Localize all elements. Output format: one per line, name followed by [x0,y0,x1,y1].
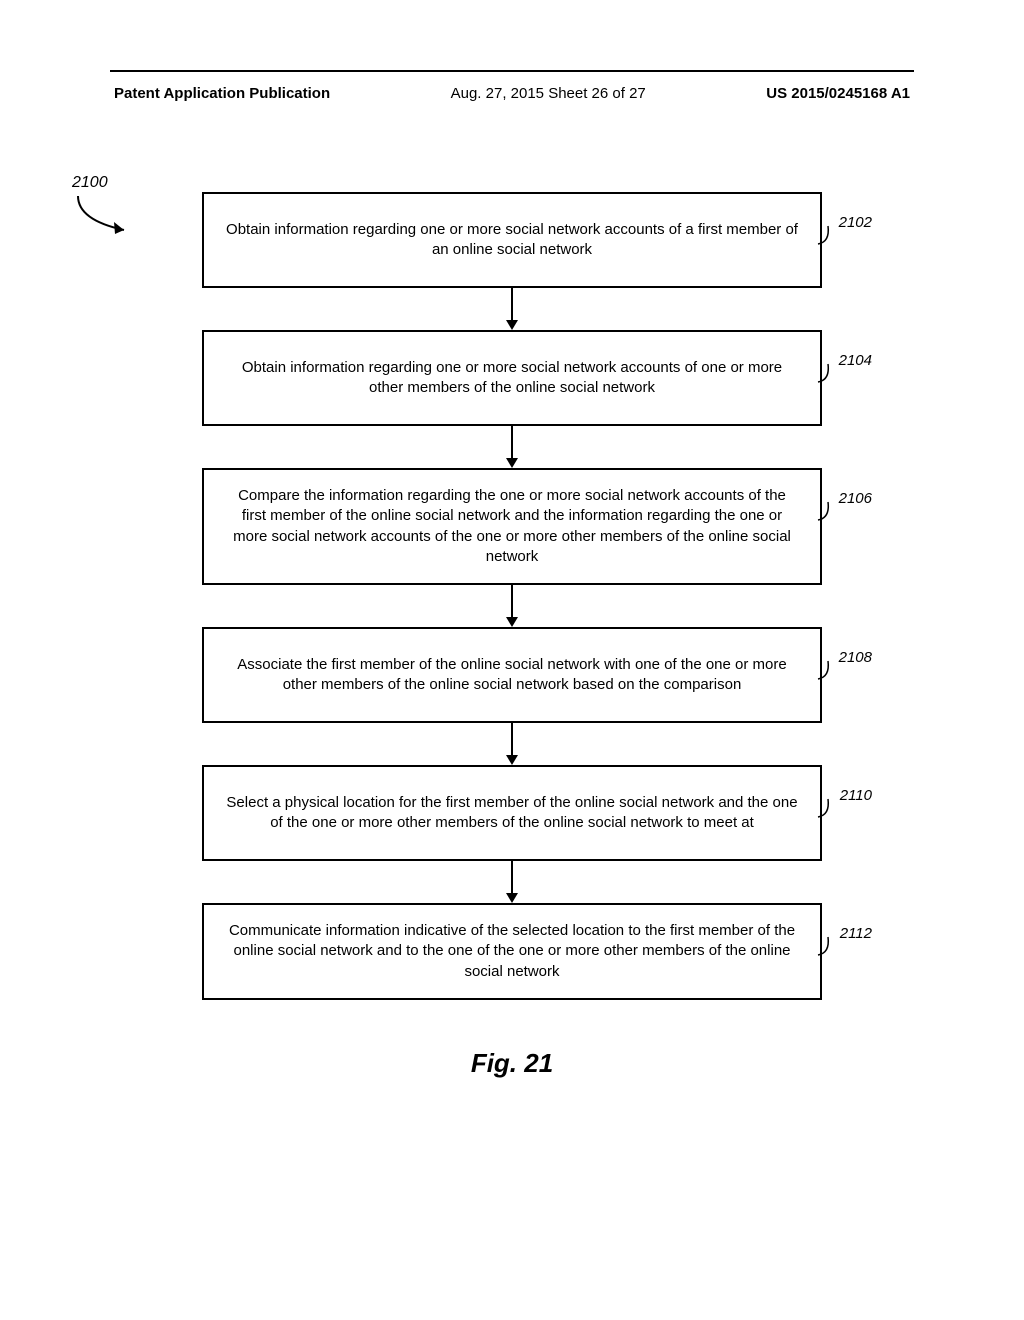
header-right: US 2015/0245168 A1 [766,85,910,102]
flow-box: Communicate information indicative of th… [202,903,822,1000]
figure-caption: Fig. 21 [122,1048,902,1079]
flow-box: Associate the first member of the online… [202,627,822,723]
flow-box: Obtain information regarding one or more… [202,192,822,288]
ref-leader-icon [816,222,836,246]
step-ref: 2102 [839,214,872,231]
arrow-down-icon [506,426,518,468]
ref-leader-icon [816,795,836,819]
flow-step: Communicate information indicative of th… [122,903,902,1000]
header-left: Patent Application Publication [114,85,330,102]
flow-box: Compare the information regarding the on… [202,468,822,585]
arrow-down-icon [506,585,518,627]
flow-step: Obtain information regarding one or more… [122,192,902,288]
step-ref: 2110 [840,787,872,804]
flow-step: Compare the information regarding the on… [122,468,902,585]
ref-leader-icon [816,360,836,384]
page: Patent Application Publication Aug. 27, … [0,0,1024,1320]
arrow-down-icon [506,723,518,765]
ref-leader-icon [816,933,836,957]
step-ref: 2112 [840,925,872,942]
step-ref: 2104 [839,352,872,369]
step-ref: 2108 [839,649,872,666]
flowchart: 2100 Obtain information regarding one or… [122,192,902,1079]
ref-leader-icon [816,498,836,522]
flow-step: Select a physical location for the first… [122,765,902,861]
flow-container: Obtain information regarding one or more… [122,192,902,1000]
page-header: Patent Application Publication Aug. 27, … [110,85,914,102]
flow-box: Obtain information regarding one or more… [202,330,822,426]
flow-step: Obtain information regarding one or more… [122,330,902,426]
step-ref: 2106 [839,490,872,507]
flow-box: Select a physical location for the first… [202,765,822,861]
header-center: Aug. 27, 2015 Sheet 26 of 27 [451,85,646,102]
flow-step: Associate the first member of the online… [122,627,902,723]
header-rule [110,70,914,72]
arrow-down-icon [506,861,518,903]
diagram-ref: 2100 [72,174,108,192]
arrow-down-icon [506,288,518,330]
ref-leader-icon [816,657,836,681]
